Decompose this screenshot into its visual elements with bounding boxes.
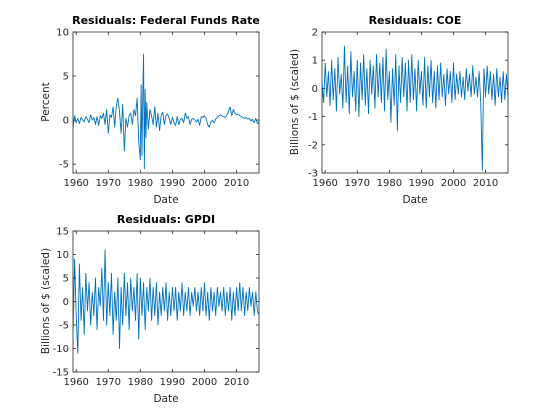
chart-title: Residuals: Federal Funds Rate — [72, 14, 260, 27]
axis-layer: 1960 1970 1980 1990 2000 2010 -3 -2 -1 0 1 2 — [308, 28, 508, 189]
x-tick-label: 1980 — [128, 178, 153, 189]
x-tick-label: 1990 — [160, 377, 185, 388]
x-tick-label: 1980 — [128, 377, 153, 388]
x-tick-label: 2010 — [224, 178, 249, 189]
y-tick-label: -10 — [53, 344, 69, 355]
series-line — [72, 53, 260, 170]
y-tick-label: -2 — [308, 140, 318, 151]
y-tick-label: 0 — [63, 116, 69, 127]
y-tick-label: 10 — [56, 250, 69, 261]
y-tick-label: 10 — [56, 28, 69, 39]
series-layer — [321, 45, 509, 171]
series-line — [72, 249, 260, 354]
panel-coe: 1960 1970 1980 1990 2000 2010 -3 -2 -1 0 1 2 Residu… — [289, 14, 509, 206]
series-line — [321, 45, 509, 171]
x-tick-label: 1960 — [63, 178, 88, 189]
series-layer — [72, 249, 260, 354]
x-tick-label: 2010 — [473, 178, 498, 189]
y-tick-label: -1 — [308, 112, 318, 123]
y-tick-label: -3 — [308, 169, 318, 180]
y-tick-label: 0 — [63, 297, 69, 308]
x-axis-label: Date — [153, 393, 178, 405]
axis-layer: 1960 1970 1980 1990 2000 2010 -15 -10 -5 0 5 10 15 — [53, 227, 259, 388]
panel-gpdi: 1960 1970 1980 1990 2000 2010 -15 -10 -5 0 5 10 15 R… — [40, 213, 260, 405]
y-axis-label: Billions of $ (scaled) — [289, 49, 301, 155]
y-tick-label: -15 — [53, 368, 69, 379]
y-tick-label: 1 — [312, 56, 318, 67]
panel-federal-funds-rate: 1960 1970 1980 1990 2000 2010 -5 0 5 10 Residuals… — [40, 14, 260, 206]
x-tick-label: 1970 — [345, 178, 370, 189]
chart-title: Residuals: GPDI — [117, 213, 215, 226]
plot-area — [321, 31, 509, 174]
x-tick-label: 2000 — [192, 178, 217, 189]
x-tick-label: 1960 — [63, 377, 88, 388]
y-tick-label: -5 — [59, 160, 69, 171]
axis-layer: 1960 1970 1980 1990 2000 2010 -5 0 5 10 — [56, 28, 259, 189]
x-tick-label: 1980 — [377, 178, 402, 189]
series-layer — [72, 53, 260, 170]
x-tick-label: 1970 — [96, 178, 121, 189]
y-tick-label: 5 — [63, 72, 69, 83]
x-tick-label: 1960 — [312, 178, 337, 189]
y-axis-label: Billions of $ (scaled) — [40, 248, 52, 354]
y-tick-label: 0 — [312, 84, 318, 95]
y-axis-label: Percent — [40, 82, 52, 122]
y-tick-label: -5 — [59, 321, 69, 332]
x-tick-label: 2000 — [192, 377, 217, 388]
x-tick-label: 2010 — [224, 377, 249, 388]
plot-area — [72, 31, 260, 174]
x-tick-label: 1990 — [409, 178, 434, 189]
x-axis-label: Date — [153, 194, 178, 206]
y-tick-label: 2 — [312, 28, 318, 39]
x-tick-label: 2000 — [441, 178, 466, 189]
y-tick-label: 15 — [56, 227, 69, 238]
x-tick-label: 1970 — [96, 377, 121, 388]
x-axis-label: Date — [402, 194, 427, 206]
x-tick-label: 1990 — [160, 178, 185, 189]
chart-title: Residuals: COE — [369, 14, 462, 27]
y-tick-label: 5 — [63, 274, 69, 285]
